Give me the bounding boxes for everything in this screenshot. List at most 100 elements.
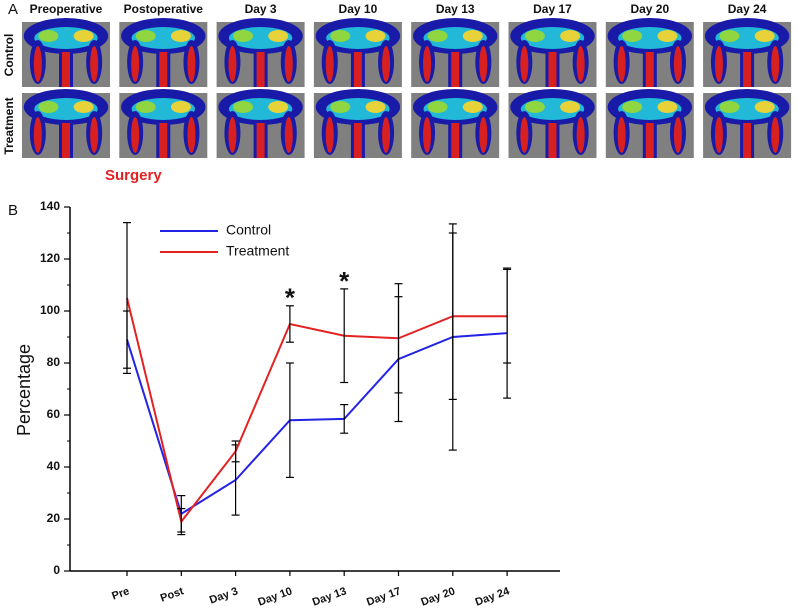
error-bar bbox=[177, 508, 186, 536]
x-tick-label: Day 3 bbox=[208, 585, 240, 606]
image-region bbox=[673, 46, 682, 82]
image-region bbox=[62, 123, 70, 158]
image-region bbox=[233, 101, 253, 113]
error-bar bbox=[285, 305, 294, 343]
image-region bbox=[284, 46, 293, 82]
image-region bbox=[754, 101, 775, 113]
column-header: Day 10 bbox=[339, 2, 378, 16]
image-region bbox=[622, 30, 643, 42]
row-label: Control bbox=[2, 34, 16, 77]
image-region bbox=[131, 117, 140, 153]
image-region bbox=[479, 46, 488, 82]
image-region bbox=[657, 101, 678, 113]
image-region bbox=[159, 52, 168, 87]
image-region bbox=[520, 117, 529, 153]
image-region bbox=[233, 30, 253, 42]
image-region bbox=[187, 46, 196, 82]
significance-mark: * bbox=[339, 266, 350, 296]
y-axis-label: Percentage bbox=[14, 344, 34, 436]
column-header: Day 17 bbox=[533, 2, 572, 16]
error-bar bbox=[503, 268, 512, 364]
image-region bbox=[353, 123, 362, 158]
image-region bbox=[135, 30, 156, 42]
image-region bbox=[548, 52, 557, 87]
image-region bbox=[451, 52, 460, 87]
y-tick-label: 80 bbox=[47, 355, 61, 369]
image-region bbox=[462, 101, 483, 113]
image-region bbox=[520, 46, 529, 82]
image-region bbox=[38, 101, 59, 113]
image-region bbox=[187, 117, 196, 153]
panel-label: A bbox=[8, 1, 18, 18]
image-region bbox=[330, 30, 351, 42]
image-region bbox=[576, 46, 585, 82]
image-region bbox=[719, 101, 740, 113]
image-region bbox=[325, 117, 334, 153]
image-region bbox=[524, 101, 545, 113]
x-tick-label: Day 20 bbox=[419, 585, 456, 608]
y-tick-label: 0 bbox=[53, 563, 60, 577]
y-tick-label: 40 bbox=[47, 459, 61, 473]
legend-label: Control bbox=[226, 222, 271, 238]
image-region bbox=[268, 101, 289, 113]
column-header: Day 3 bbox=[245, 2, 277, 16]
image-region bbox=[256, 123, 265, 158]
y-tick-label: 140 bbox=[40, 199, 60, 213]
image-region bbox=[714, 46, 723, 82]
image-region bbox=[427, 30, 448, 42]
image-region bbox=[353, 52, 362, 87]
image-region bbox=[427, 101, 448, 113]
surgery-note: Surgery bbox=[105, 167, 162, 184]
image-region bbox=[645, 52, 654, 87]
image-region bbox=[228, 46, 237, 82]
image-region bbox=[479, 117, 488, 153]
y-tick-label: 60 bbox=[47, 407, 61, 421]
image-region bbox=[159, 123, 168, 158]
image-region bbox=[38, 30, 59, 42]
image-region bbox=[330, 101, 351, 113]
column-header: Preoperative bbox=[30, 2, 103, 16]
image-region bbox=[365, 30, 386, 42]
image-region bbox=[268, 30, 289, 42]
image-region bbox=[714, 117, 723, 153]
image-region bbox=[719, 30, 740, 42]
image-region bbox=[754, 30, 775, 42]
x-tick-label: Post bbox=[159, 585, 186, 605]
image-region bbox=[73, 30, 94, 42]
y-tick-label: 100 bbox=[40, 303, 60, 317]
column-header: Day 13 bbox=[436, 2, 475, 16]
x-tick-label: Day 10 bbox=[256, 585, 293, 608]
image-region bbox=[284, 117, 293, 153]
error-bar bbox=[231, 440, 240, 463]
image-region bbox=[622, 101, 643, 113]
image-region bbox=[645, 123, 654, 158]
error-bar bbox=[123, 222, 131, 374]
image-region bbox=[576, 117, 585, 153]
image-region bbox=[673, 117, 682, 153]
image-region bbox=[617, 117, 626, 153]
image-region bbox=[423, 46, 432, 82]
image-region bbox=[743, 52, 752, 87]
image-region bbox=[90, 117, 99, 153]
image-region bbox=[617, 46, 626, 82]
image-region bbox=[33, 117, 42, 153]
x-tick-label: Pre bbox=[110, 585, 131, 602]
image-region bbox=[771, 117, 780, 153]
error-bar bbox=[394, 283, 403, 394]
error-bar bbox=[448, 232, 457, 400]
error-bar bbox=[340, 288, 349, 384]
image-region bbox=[33, 46, 42, 82]
y-tick-label: 20 bbox=[47, 511, 61, 525]
image-region bbox=[382, 46, 391, 82]
x-tick-label: Day 13 bbox=[311, 585, 348, 608]
image-region bbox=[62, 52, 70, 87]
panel-label: B bbox=[8, 202, 18, 219]
image-region bbox=[256, 52, 265, 87]
series-line bbox=[126, 297, 508, 524]
image-region bbox=[451, 123, 460, 158]
significance-mark: * bbox=[285, 283, 296, 313]
x-tick-label: Day 24 bbox=[474, 585, 512, 609]
image-region bbox=[560, 101, 581, 113]
image-region bbox=[560, 30, 581, 42]
